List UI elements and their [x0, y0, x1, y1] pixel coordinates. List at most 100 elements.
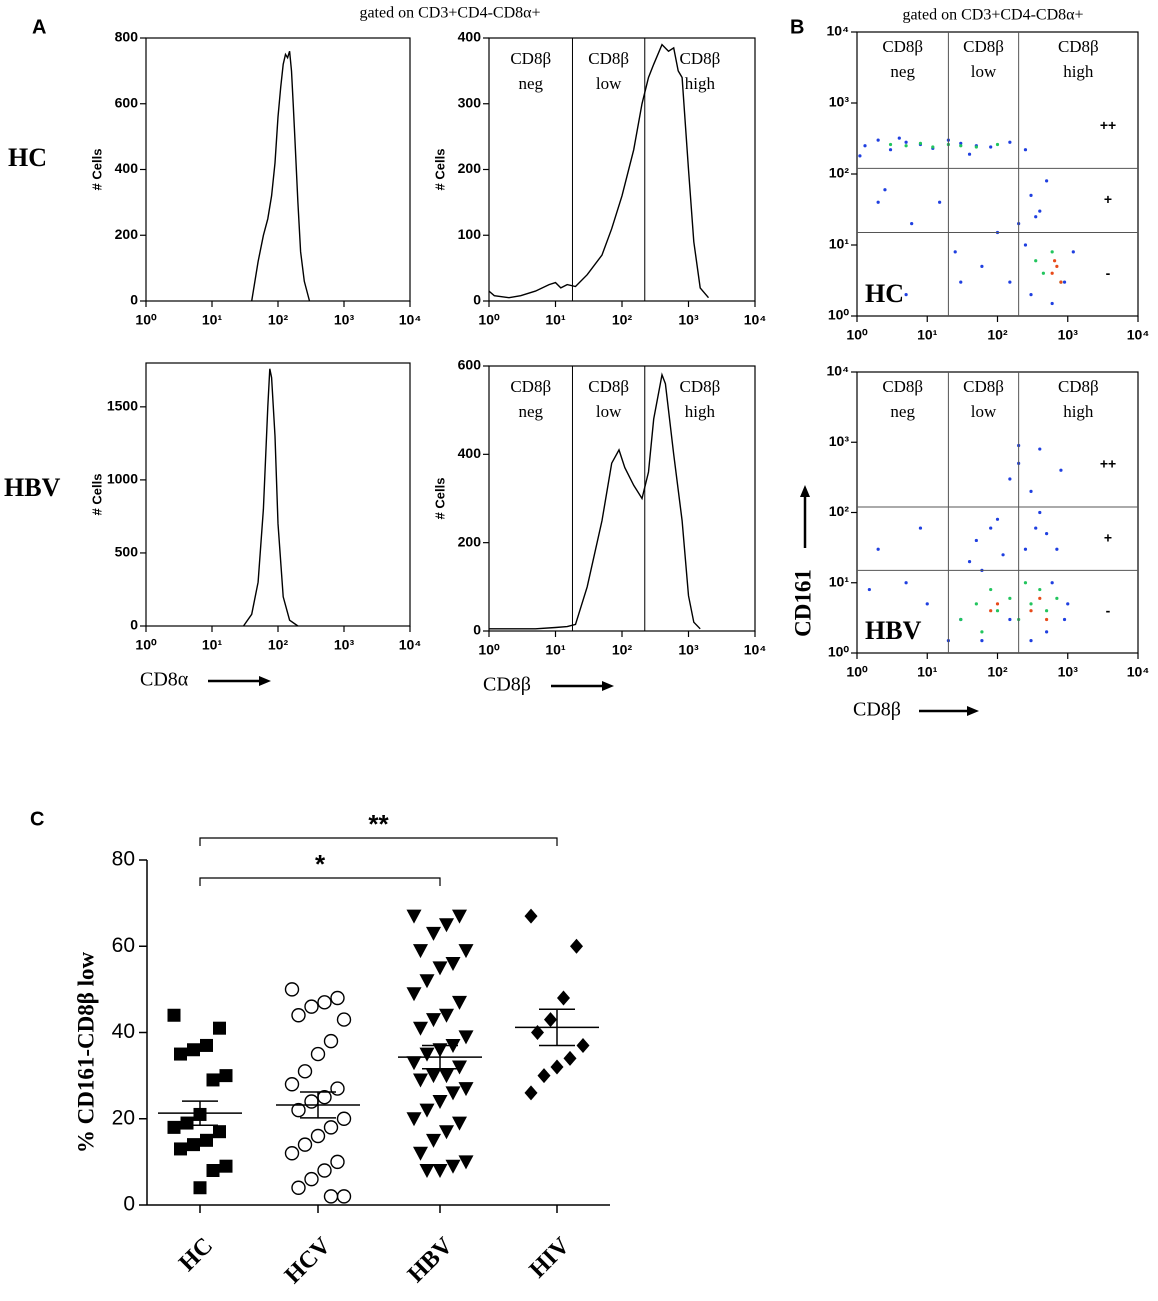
- y-tick-label: 100: [458, 226, 482, 242]
- gate-label: CD8β: [680, 377, 721, 396]
- x-tick-label: HCV: [280, 1232, 337, 1289]
- data-point: [413, 1021, 428, 1036]
- x-tick-label: 10³: [678, 312, 699, 328]
- x-tick-label: 10⁰: [478, 642, 500, 658]
- data-point: [219, 1159, 233, 1173]
- event-dot: [1050, 581, 1054, 585]
- event-dot: [974, 145, 978, 149]
- y-tick-label: 40: [112, 1020, 135, 1043]
- data-point: [563, 1050, 577, 1066]
- data-point: [458, 944, 474, 959]
- panel-label: B: [790, 16, 804, 38]
- data-point: [419, 1047, 435, 1062]
- data-point: [297, 1137, 313, 1152]
- event-dot: [967, 560, 972, 564]
- event-dot: [980, 264, 984, 268]
- header: gated on CD3+CD4-CD8α+: [359, 5, 540, 22]
- event-dot: [1062, 617, 1067, 622]
- data-point: [200, 1133, 213, 1147]
- data-point: [291, 1180, 306, 1195]
- gate-label: CD8β: [510, 377, 551, 396]
- event-dot: [876, 547, 880, 551]
- data-point: [406, 987, 422, 1002]
- event-dot: [1023, 243, 1028, 247]
- data-point: [330, 1081, 345, 1096]
- y-tick-label: 600: [115, 94, 139, 110]
- x-tick-label: 10⁴: [744, 642, 767, 658]
- data-point: [445, 1086, 461, 1101]
- y-tick-label: 600: [458, 357, 482, 373]
- gate-label: neg: [518, 402, 543, 421]
- x-tick-label: 10⁴: [1127, 664, 1150, 680]
- gate-label: neg: [890, 402, 915, 421]
- event-dot: [904, 293, 908, 297]
- gate-label: high: [685, 74, 716, 93]
- event-dot: [974, 538, 978, 543]
- row-label: HBV: [4, 473, 61, 502]
- data-point: [317, 1163, 332, 1178]
- data-point: [323, 1033, 339, 1049]
- x-tick-label: HC: [174, 1233, 218, 1277]
- x-tick-label: 10⁴: [1127, 327, 1150, 343]
- data-point: [537, 1068, 551, 1084]
- data-point: [406, 909, 422, 924]
- arrow-head: [259, 676, 271, 686]
- y-tick-label: 80: [112, 848, 135, 871]
- event-dot: [995, 517, 1000, 521]
- event-dot: [876, 138, 880, 142]
- y-tick-label: 400: [458, 445, 482, 461]
- significance-label: *: [315, 849, 326, 879]
- event-dot: [1045, 179, 1049, 183]
- y-tick-label: 10²: [829, 503, 850, 519]
- event-dot: [1059, 280, 1063, 284]
- data-point: [304, 1094, 319, 1109]
- event-dot: [1045, 532, 1049, 536]
- event-dot: [1008, 477, 1012, 481]
- gate-label: low: [596, 402, 622, 421]
- event-dot: [959, 141, 963, 145]
- event-dot: [867, 587, 871, 592]
- data-point: [458, 1082, 474, 1097]
- x-axis-label: CD8β: [483, 674, 531, 696]
- event-dot: [980, 639, 984, 643]
- gate-label: high: [1063, 62, 1094, 81]
- y-tick-label: 200: [458, 160, 482, 176]
- plot-annotation: HC: [865, 279, 904, 308]
- event-dot: [931, 145, 935, 149]
- event-dot: [1038, 596, 1042, 600]
- gate-label: CD8β: [510, 49, 551, 68]
- x-axis-label: CD8β: [853, 699, 901, 721]
- data-point: [336, 1012, 352, 1027]
- data-point: [550, 1059, 564, 1075]
- x-tick-label: HIV: [525, 1232, 576, 1283]
- event-dot: [959, 617, 963, 622]
- data-point: [439, 918, 454, 933]
- significance-label: **: [368, 809, 389, 839]
- data-point: [180, 1116, 194, 1130]
- y-tick-label: 500: [115, 544, 139, 560]
- quadrant-label: +: [1104, 191, 1112, 207]
- event-dot: [1029, 489, 1033, 493]
- plot-frame: [145, 37, 411, 302]
- event-dot: [938, 200, 942, 204]
- data-point: [174, 1047, 187, 1061]
- event-dot: [1055, 596, 1059, 600]
- plot-frame: [145, 362, 411, 627]
- event-dot: [1023, 547, 1028, 551]
- data-point: [187, 1138, 200, 1152]
- event-dot: [989, 587, 993, 592]
- data-point: [445, 1159, 461, 1174]
- y-axis-label: # Cells: [432, 478, 447, 520]
- y-tick-label: 300: [458, 94, 482, 110]
- event-dot: [910, 222, 914, 226]
- gate-label: CD8β: [963, 37, 1004, 56]
- y-axis-label: # Cells: [89, 474, 104, 516]
- y-tick-label: 400: [115, 160, 139, 176]
- significance-bracket: [199, 837, 558, 846]
- data-point: [336, 1189, 352, 1204]
- data-point: [426, 1133, 441, 1148]
- y-tick-label: 60: [112, 934, 135, 957]
- data-point: [432, 1095, 448, 1109]
- event-dot: [888, 148, 893, 152]
- histogram-line: [251, 50, 311, 302]
